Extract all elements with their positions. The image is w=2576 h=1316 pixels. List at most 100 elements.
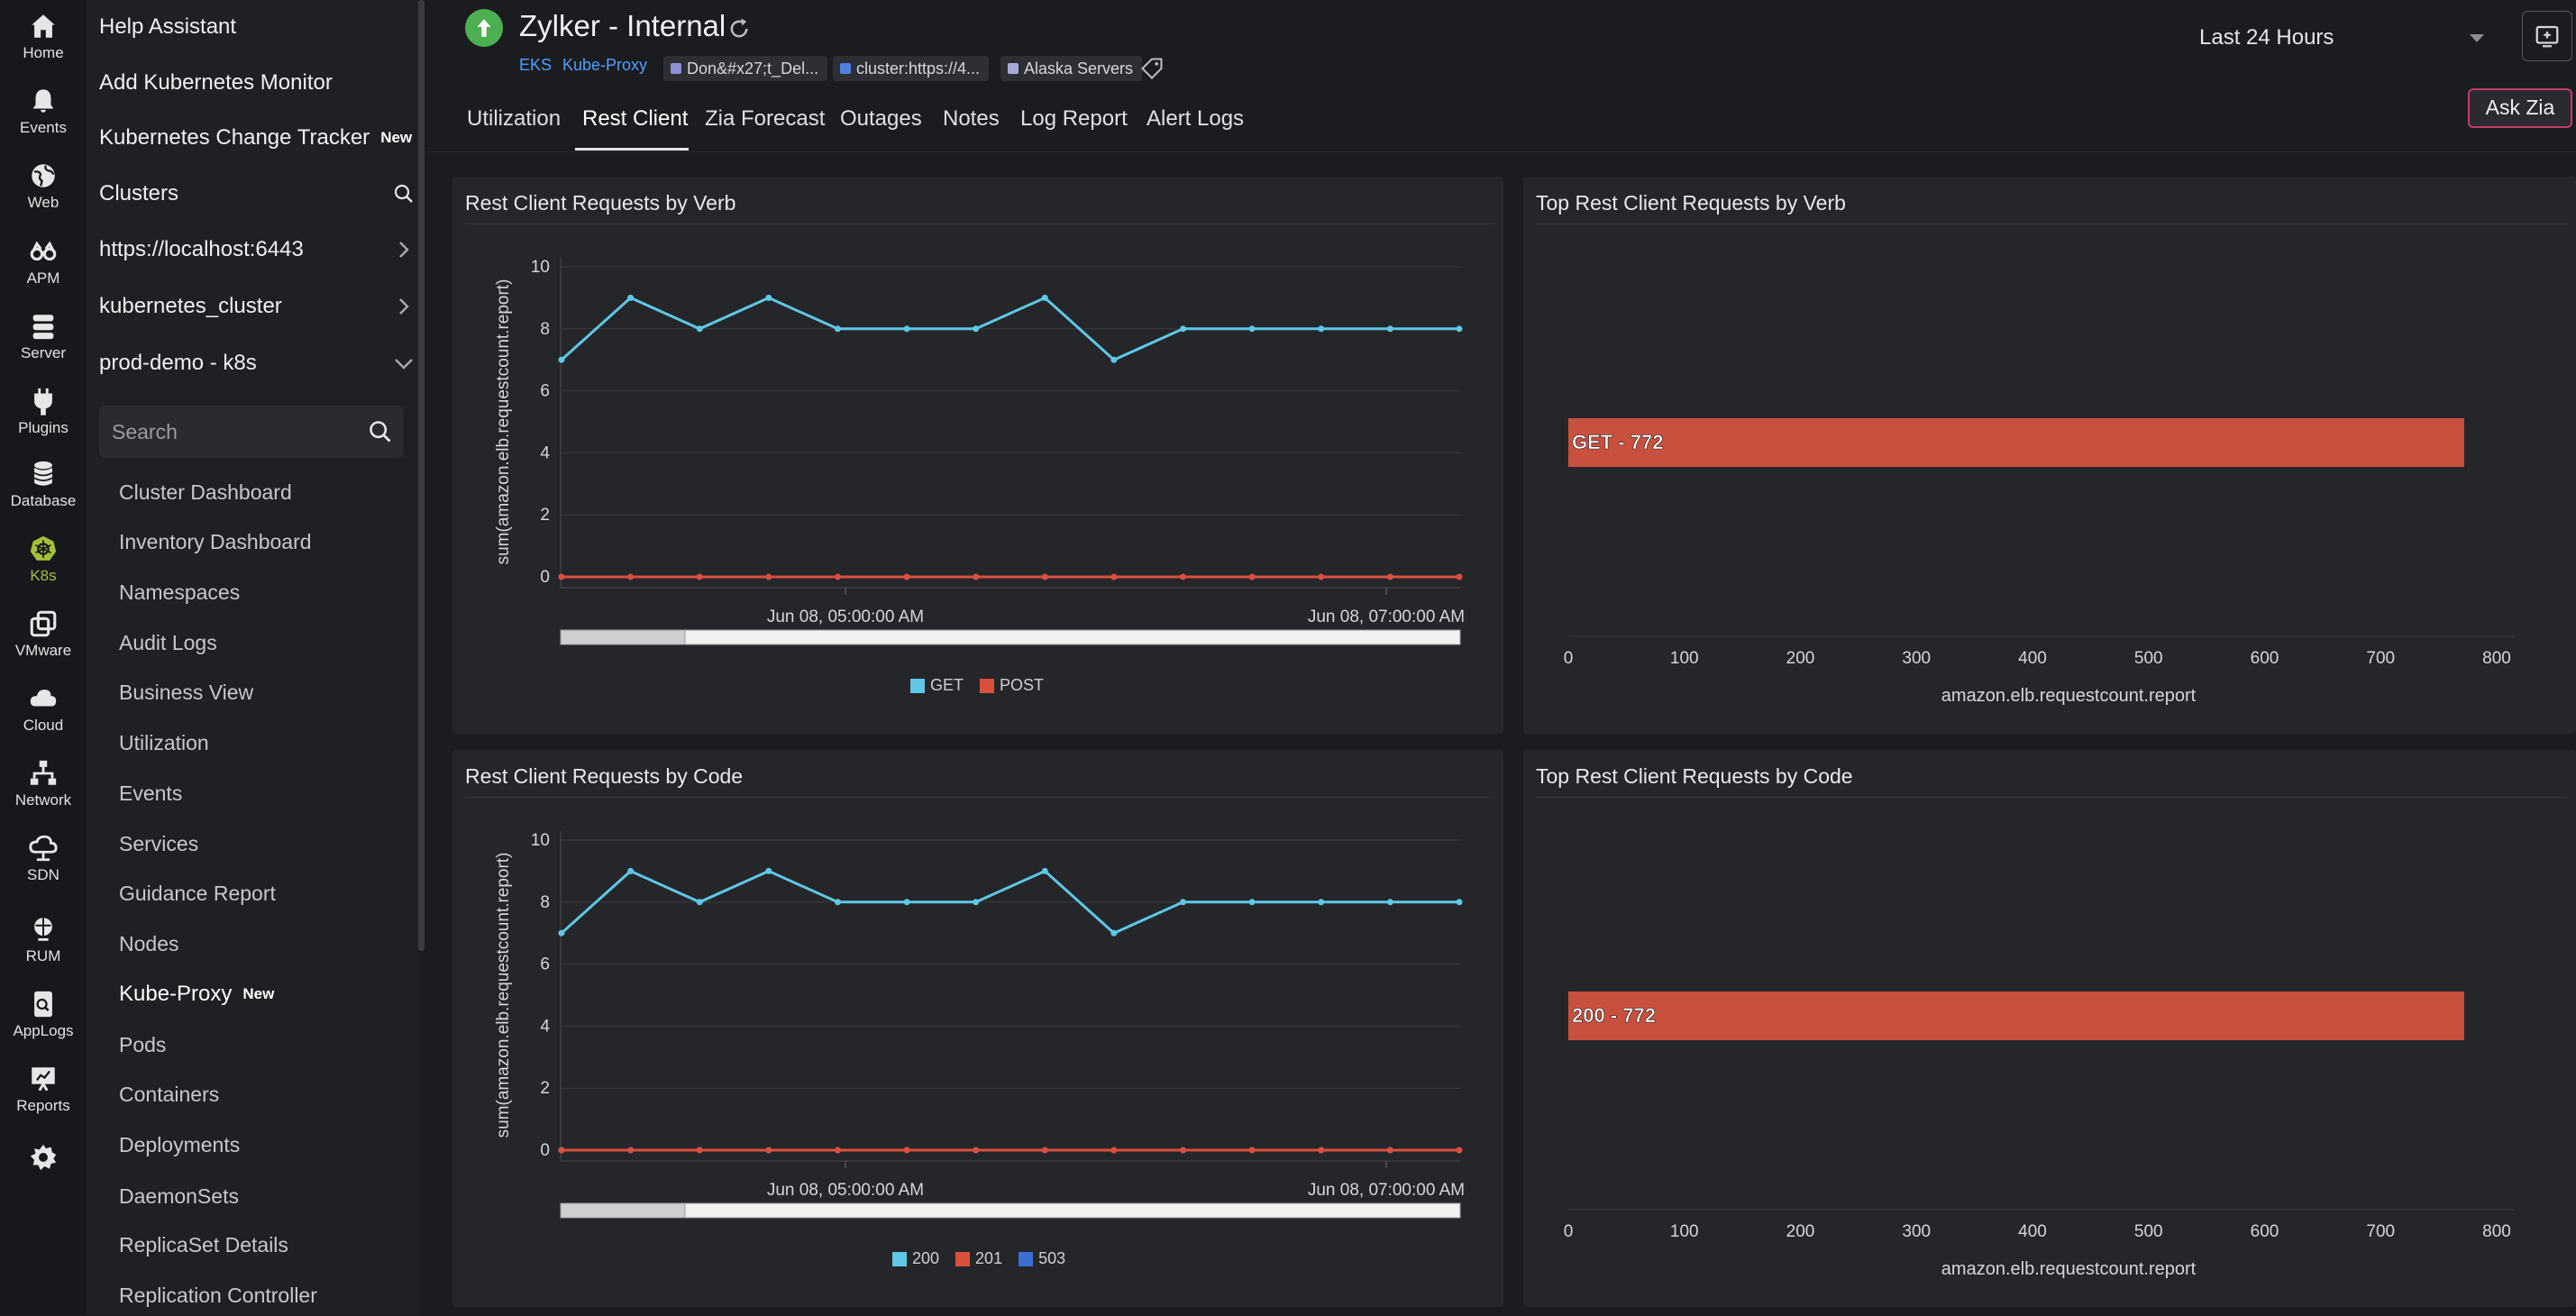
tab-zia-forecast[interactable]: Zia Forecast (705, 106, 826, 131)
rail-home[interactable]: Home (0, 0, 87, 72)
legend-swatch (980, 678, 995, 693)
nav-item-label: Replication Controller (119, 1283, 317, 1307)
rail-database[interactable]: Database (0, 448, 87, 520)
rail-events[interactable]: Events (0, 75, 87, 147)
x-tick-label: 500 (2134, 1222, 2163, 1241)
nav-item-audit-logs[interactable]: Audit Logs (119, 622, 416, 663)
rail-vmware[interactable]: VMware (0, 598, 87, 670)
time-range-select[interactable]: Last 24 Hours (2199, 16, 2506, 59)
ask-zia-button[interactable]: Ask Zia (2468, 88, 2572, 128)
rail-apm[interactable]: APM (0, 225, 87, 297)
nav-scrollbar[interactable] (418, 0, 425, 951)
data-point-200 (558, 929, 565, 937)
nav-item-services[interactable]: Services (119, 823, 416, 864)
data-point-GET (627, 294, 635, 301)
display-mode-button[interactable] (2522, 11, 2572, 61)
bar-data-label: GET - 772 (1572, 431, 1663, 453)
tab-notes[interactable]: Notes (943, 106, 1000, 131)
y-tick-label: 8 (540, 893, 550, 912)
new-badge: New (242, 985, 275, 1002)
bar-data-label: 200 - 772 (1572, 1004, 1656, 1027)
rail-network[interactable]: Network (0, 747, 87, 819)
tab-utilization[interactable]: Utilization (467, 106, 562, 131)
nav-item-utilization[interactable]: Utilization (119, 722, 416, 763)
nav-item-events[interactable]: Events (119, 772, 416, 814)
nav-item-guidance-report[interactable]: Guidance Report (119, 873, 416, 914)
tag-chip[interactable]: Don&#x27;t_Del... (663, 56, 828, 81)
legend-item-201[interactable]: 201 (955, 1249, 1002, 1268)
legend-swatch (892, 1251, 907, 1266)
rail-reports[interactable]: Reports (0, 1053, 87, 1125)
search-icon[interactable] (368, 419, 393, 444)
nav-item-label: DaemonSets (119, 1183, 239, 1208)
rail-label: APM (26, 269, 60, 287)
data-point-GET (1386, 325, 1393, 333)
verb-line-chart-panel: Rest Client Requests by Verb 0 2 4 6 8 10 sum(… (452, 177, 1503, 734)
legend-item-get[interactable]: GET (910, 676, 964, 695)
legend-item-200[interactable]: 200 (892, 1249, 939, 1268)
tab-log-report[interactable]: Log Report (1020, 106, 1128, 131)
nav-item-label: Utilization (119, 730, 209, 754)
rail-label: RUM (25, 946, 61, 964)
kube-proxy-link[interactable]: Kube-Proxy (562, 56, 648, 74)
bar (1568, 992, 2464, 1040)
nav-search-input[interactable] (99, 406, 377, 458)
database-icon (33, 461, 53, 486)
rail-rum[interactable]: RUM (0, 903, 87, 975)
nav-item-deployments[interactable]: Deployments (119, 1124, 416, 1165)
rail-k8s[interactable]: K8s (0, 523, 87, 595)
rail-plugins[interactable]: Plugins (0, 375, 87, 447)
cloud-icon (30, 689, 57, 706)
rail-server[interactable]: Server (0, 300, 87, 372)
tag-icon[interactable] (1139, 56, 1165, 81)
rail-settings[interactable] (0, 1121, 87, 1193)
rail-sdn[interactable]: SDN (0, 822, 87, 894)
gear-icon (30, 1144, 57, 1171)
kubernetes-change-tracker-link[interactable]: Kubernetes Change Tracker New (99, 116, 415, 160)
tab-alert-logs[interactable]: Alert Logs (1146, 106, 1245, 131)
nav-item-replication-controller[interactable]: Replication Controller (119, 1275, 416, 1316)
data-point-200 (1110, 929, 1118, 937)
cluster-item[interactable]: https://localhost:6443 (99, 228, 415, 271)
data-point-POST (903, 573, 910, 580)
nav-item-label: Guidance Report (119, 881, 276, 905)
legend-item-post[interactable]: POST (980, 676, 1044, 695)
legend-label: GET (930, 676, 964, 694)
nav-item-replicaset-details[interactable]: ReplicaSet Details (119, 1224, 416, 1266)
nav-item-inventory-dashboard[interactable]: Inventory Dashboard (119, 521, 416, 562)
nav-item-pods[interactable]: Pods (119, 1024, 416, 1065)
nav-item-namespaces[interactable]: Namespaces (119, 571, 416, 613)
legend-item-503[interactable]: 503 (1019, 1249, 1065, 1268)
refresh-icon[interactable] (726, 16, 752, 41)
x-axis-label: amazon.elb.requestcount.report (1941, 1259, 2197, 1279)
time-navigator-handle (560, 629, 686, 645)
rail-cloud[interactable]: Cloud (0, 672, 87, 745)
data-point-201 (1386, 1147, 1393, 1154)
rail-applogs[interactable]: AppLogs (0, 978, 87, 1050)
tag-chip[interactable]: cluster:https://4... (833, 56, 990, 81)
data-point-POST (1180, 573, 1187, 580)
data-point-200 (834, 899, 841, 906)
data-point-201 (1110, 1147, 1118, 1154)
code-line-chart-panel: Rest Client Requests by Code 0 2 4 6 8 10 sum(… (452, 750, 1503, 1307)
nav-item-daemonsets[interactable]: DaemonSets (119, 1175, 416, 1217)
tab-outages[interactable]: Outages (840, 106, 922, 131)
eks-link[interactable]: EKS (519, 56, 553, 74)
add-kubernetes-monitor-link[interactable]: Add Kubernetes Monitor (99, 61, 415, 105)
x-tick-label: 600 (2251, 1222, 2279, 1241)
x-tick-label: 0 (1564, 1222, 1574, 1241)
nav-item-containers[interactable]: Containers (119, 1074, 416, 1115)
nav-item-cluster-dashboard[interactable]: Cluster Dashboard (119, 471, 416, 513)
rail-label: Cloud (23, 716, 64, 734)
nav-item-nodes[interactable]: Nodes (119, 923, 416, 964)
x-tick-label: 400 (2018, 649, 2047, 668)
tag-chip[interactable]: Alaska Servers (1000, 56, 1143, 81)
search-icon[interactable] (393, 183, 415, 205)
help-assistant-link[interactable]: Help Assistant (99, 5, 415, 49)
nav-item-kube-proxy[interactable]: Kube-Proxy New (119, 973, 416, 1015)
tab-rest-client[interactable]: Rest Client (582, 106, 689, 131)
rail-web[interactable]: Web (0, 150, 87, 222)
cluster-item-expanded[interactable]: prod-demo - k8s (99, 342, 415, 385)
cluster-item[interactable]: kubernetes_cluster (99, 285, 415, 328)
nav-item-business-view[interactable]: Business View (119, 672, 416, 713)
